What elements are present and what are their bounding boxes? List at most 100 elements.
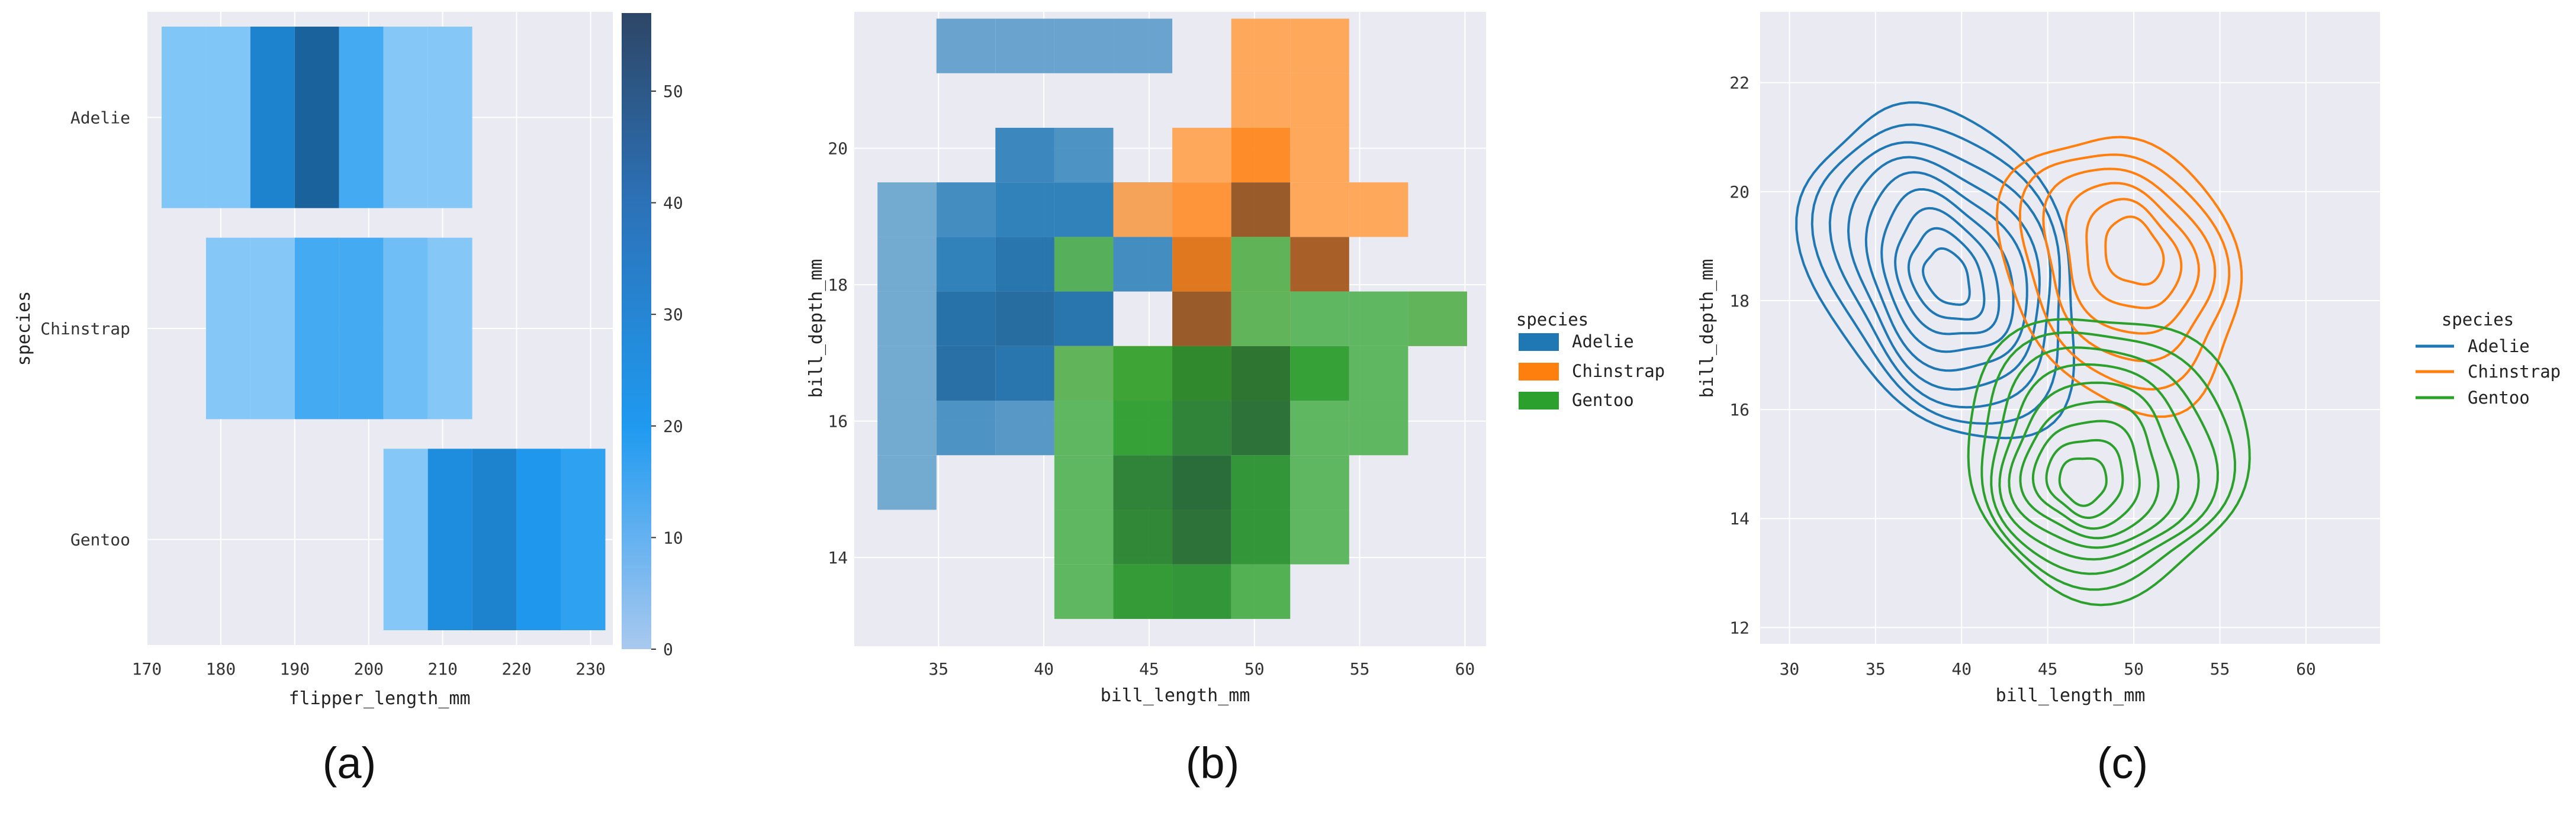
x-tick-label-b: 40 [1034, 659, 1054, 679]
heat-cell-b-adelie [877, 182, 937, 237]
kde-contours [1795, 101, 2251, 607]
legend-b: species Adelie Chinstrap Gentoo [1516, 309, 1665, 410]
heat-cell-b-gentoo [1113, 510, 1173, 565]
legend-swatch-chinstrap-b [1519, 363, 1559, 381]
heat-cell-b-gentoo [1113, 564, 1173, 619]
colorbar-ticks: 0 10 20 30 40 50 [651, 82, 683, 659]
heat-cell-b-adelie [1054, 127, 1114, 183]
heat-cell-b-chinstrap [1349, 182, 1408, 237]
contour-adelie [1907, 227, 1986, 321]
contour-chinstrap [2042, 167, 2217, 363]
heat-cell-b-adelie [1113, 237, 1173, 292]
colorbar: 0 10 20 30 40 50 [622, 13, 683, 659]
heat-cell-b-gentoo [1231, 510, 1291, 565]
contour-gentoo [2031, 420, 2141, 530]
y-tick-label-b: 20 [828, 139, 848, 159]
heatmap-cells-a [161, 27, 606, 630]
heat-cell-b-adelie [995, 127, 1054, 183]
colorbar-tick-label: 30 [663, 305, 683, 324]
legend-label-chinstrap-c: Chinstrap [2468, 362, 2561, 382]
legend-label-adelie-c: Adelie [2468, 336, 2530, 356]
contour-gentoo [2008, 381, 2180, 549]
heat-cell-b-adelie [1054, 18, 1114, 73]
heat-cell-b-adelie [877, 455, 937, 510]
heat-cell-b-gentoo [1231, 455, 1291, 510]
panel-c: 30 35 40 45 50 55 60 12 14 16 18 20 22 bill_length_… [1697, 12, 2561, 788]
heat-cell-b-gentoo [1172, 455, 1231, 510]
y-tick-label-b: 18 [828, 275, 848, 295]
colorbar-tick-label: 20 [663, 417, 683, 436]
y-ticks-a: Adelie Chinstrap Gentoo [40, 108, 130, 549]
heat-cell-b-gentoo [1054, 237, 1114, 292]
x-tick-label-c: 45 [2038, 659, 2058, 679]
plot-area-c [1760, 12, 2380, 644]
heat-cell-b-adelie [936, 18, 996, 73]
heat-cell-b-chinstrap [1231, 182, 1291, 237]
heat-cell-a [561, 449, 606, 630]
heat-cell-b-gentoo [1113, 401, 1173, 456]
heat-cell-a [383, 237, 428, 420]
heat-cell-b-chinstrap [1172, 127, 1231, 183]
heat-cell-b-adelie [995, 182, 1054, 237]
heat-cell-b-adelie [936, 346, 996, 401]
heat-cell-b-gentoo [1231, 401, 1291, 456]
y-tick-label-c: 12 [1729, 618, 1750, 637]
x-tick-label-b: 55 [1350, 659, 1370, 679]
heat-cell-b-gentoo [1290, 455, 1349, 510]
y-tick-label-a: Chinstrap [40, 319, 130, 338]
heat-cell-b-chinstrap [1172, 291, 1231, 346]
heat-cell-a [294, 237, 339, 420]
heat-cell-b-chinstrap [1231, 73, 1291, 128]
heat-cell-b-chinstrap [1231, 18, 1291, 73]
contour-chinstrap [2018, 153, 2231, 391]
x-tick-label-b: 50 [1244, 659, 1265, 679]
x-ticks-b: 35 40 45 50 55 60 [928, 659, 1475, 679]
legend-swatch-gentoo-b [1519, 392, 1559, 410]
heat-cell-b-adelie [877, 346, 937, 401]
colorbar-tick-label: 10 [663, 528, 683, 547]
heat-cell-b-adelie [936, 237, 996, 292]
heat-cell-b-gentoo [1290, 291, 1349, 346]
heat-cell-b-adelie [936, 401, 996, 456]
y-tick-label-a: Gentoo [70, 530, 130, 550]
x-ticks-c: 30 35 40 45 50 55 60 [1780, 659, 2316, 679]
heat-cell-b-gentoo [1231, 291, 1291, 346]
heat-cell-a [427, 237, 472, 420]
heat-cell-b-adelie [936, 291, 996, 346]
heat-cell-b-gentoo [1349, 346, 1408, 401]
heat-cell-b-gentoo [1290, 346, 1349, 401]
x-tick-label-a: 200 [353, 659, 384, 679]
x-tick-label-a: 230 [575, 659, 606, 679]
heat-cell-b-gentoo [1349, 291, 1408, 346]
heat-cell-b-gentoo [1054, 346, 1114, 401]
heat-cell-b-gentoo [1231, 346, 1291, 401]
heat-cell-b-gentoo [1113, 455, 1173, 510]
heat-cell-b-gentoo [1290, 510, 1349, 565]
x-tick-label-a: 220 [501, 659, 532, 679]
heat-cell-b-chinstrap [1113, 182, 1173, 237]
heat-cell-b-adelie [995, 401, 1054, 456]
x-axis-label-a: flipper_length_mm [288, 688, 470, 709]
heat-cell-b-adelie [1054, 182, 1114, 237]
y-tick-label-c: 16 [1729, 400, 1750, 420]
heat-cell-b-gentoo [1113, 346, 1173, 401]
heat-cell-a [427, 449, 472, 630]
heat-cell-a [339, 237, 384, 420]
x-tick-label-b: 35 [928, 659, 948, 679]
heat-cell-b-gentoo [1054, 564, 1114, 619]
panel-label-b: (b) [1186, 739, 1239, 788]
heat-cell-b-chinstrap [1172, 182, 1231, 237]
x-axis-label-b: bill_length_mm [1101, 685, 1250, 706]
heat-cell-b-chinstrap [1290, 18, 1349, 73]
y-axis-label-b: bill_depth_mm [806, 259, 826, 398]
contour-adelie [1921, 247, 1971, 306]
panel-b: 35 40 45 50 55 60 14 16 18 20 bill_length_mm bil… [806, 12, 1665, 788]
heat-cell-b-gentoo [1231, 564, 1291, 619]
contour-chinstrap [1995, 136, 2243, 418]
x-tick-label-b: 45 [1139, 659, 1159, 679]
y-tick-label-b: 16 [828, 412, 848, 431]
legend-label-gentoo-b: Gentoo [1572, 390, 1634, 410]
panel-a: 170 180 190 200 210 220 230 AdelieChinstrapGen… [14, 12, 683, 788]
heat-cell-a [339, 27, 384, 208]
contour-chinstrap [2064, 182, 2200, 335]
